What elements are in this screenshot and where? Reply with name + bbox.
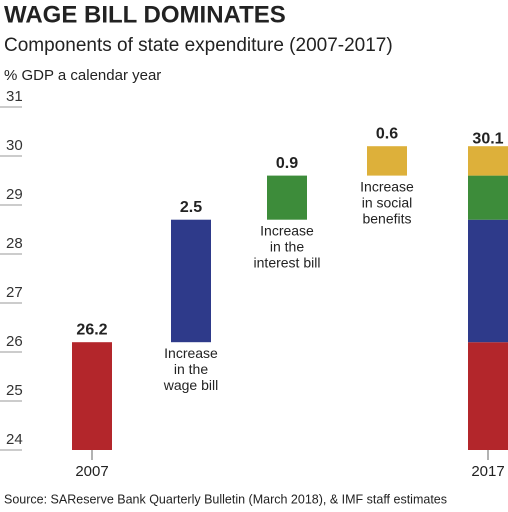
y-axis-label: % GDP a calendar year xyxy=(4,67,161,84)
y-tick-label: 30 xyxy=(6,137,23,154)
value-label: 0.6 xyxy=(376,125,398,142)
y-tick-label: 24 xyxy=(6,431,23,448)
y-tick-label: 25 xyxy=(6,382,23,399)
annotation: Increase xyxy=(260,222,314,238)
y-tick-label: 28 xyxy=(6,235,23,252)
value-label: 30.1 xyxy=(472,130,503,147)
bar xyxy=(171,219,211,343)
total-segment xyxy=(468,219,508,343)
total-segment xyxy=(468,146,508,176)
y-tick-label: 26 xyxy=(6,333,23,350)
total-segment xyxy=(468,342,508,450)
value-label: 2.5 xyxy=(180,199,202,216)
y-tick-label: 31 xyxy=(6,88,23,105)
y-tick-label: 29 xyxy=(6,186,23,203)
annotation: in social xyxy=(362,194,413,210)
total-segment xyxy=(468,175,508,220)
value-label: 26.2 xyxy=(76,321,107,338)
annotation: Increase xyxy=(164,345,218,361)
x-tick-label: 2017 xyxy=(471,463,504,480)
chart-subtitle: Components of state expenditure (2007-20… xyxy=(4,35,393,56)
bar xyxy=(72,342,112,450)
annotation: benefits xyxy=(362,210,411,226)
bar xyxy=(267,175,307,220)
annotation: in the xyxy=(174,361,208,377)
annotation: in the xyxy=(270,238,304,254)
annotation: Increase xyxy=(360,178,414,194)
x-tick-label: 2007 xyxy=(75,463,108,480)
value-label: 0.9 xyxy=(276,155,298,172)
y-tick-label: 27 xyxy=(6,284,23,301)
chart-title: WAGE BILL DOMINATES xyxy=(4,1,286,28)
annotation: wage bill xyxy=(163,377,218,393)
source: Source: SAReserve Bank Quarterly Bulleti… xyxy=(4,492,447,506)
annotation: interest bill xyxy=(254,254,321,270)
bar xyxy=(367,146,407,176)
